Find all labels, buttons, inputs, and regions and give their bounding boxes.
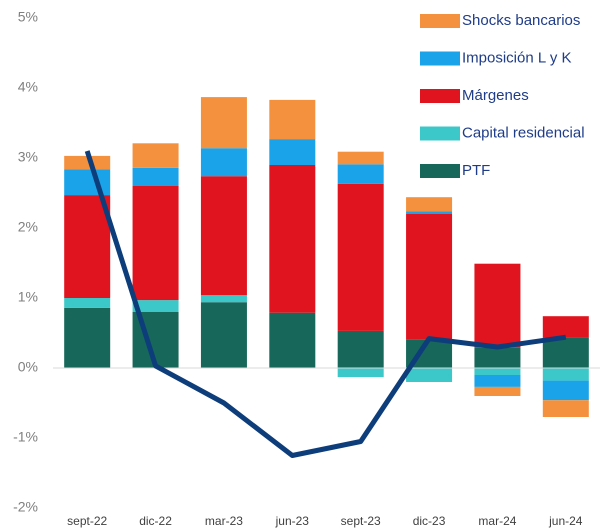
bar-segment (200, 97, 247, 149)
y-tick-label: 4% (18, 79, 38, 95)
bar-segment (269, 139, 316, 165)
bar-segment (406, 368, 453, 382)
bar-segment (200, 148, 247, 177)
bar-segment (542, 368, 589, 381)
legend-label: Shocks bancarios (462, 12, 580, 29)
legend-swatch (420, 164, 460, 178)
bar-segment (542, 400, 589, 417)
bar-segment (337, 151, 384, 165)
bar-segment (542, 337, 589, 368)
bar-segment (542, 316, 589, 338)
bar-segment (64, 298, 111, 308)
y-tick-label: -2% (13, 499, 38, 515)
bar-segment (474, 386, 521, 396)
bar-segment (406, 211, 453, 214)
x-tick-label: mar-23 (205, 514, 243, 528)
legend-label: Márgenes (462, 87, 529, 104)
bar-segment (337, 330, 384, 368)
legend-label: Capital residencial (462, 124, 585, 141)
bar-segment (337, 368, 384, 378)
bar-segment (542, 380, 589, 401)
bar-segment (269, 165, 316, 313)
bar-segment (474, 368, 521, 375)
x-tick-label: mar-24 (478, 514, 516, 528)
legend-swatch (420, 89, 460, 103)
x-tick-label: jun-24 (548, 514, 583, 528)
legend-swatch (420, 14, 460, 28)
bar-segment (64, 169, 111, 196)
y-tick-label: 0% (18, 359, 38, 375)
y-tick-label: 1% (18, 289, 38, 305)
y-tick-label: -1% (13, 429, 38, 445)
legend-label: PTF (462, 162, 490, 179)
y-tick-label: 3% (18, 149, 38, 165)
line (84, 150, 567, 458)
bar-segment (64, 195, 111, 298)
bar-segment (269, 99, 316, 140)
legend-swatch (420, 126, 460, 141)
legend-label: Imposición L y K (462, 49, 572, 66)
bar-segment (474, 347, 521, 368)
bar-segment (64, 155, 111, 170)
x-tick-label: sept-23 (341, 514, 381, 528)
bar-segment (64, 307, 111, 368)
bar-segment (200, 295, 247, 303)
bar-segment (337, 164, 384, 184)
bar-segment (132, 143, 179, 168)
y-tick-label: 5% (18, 9, 38, 25)
x-tick-label: sept-22 (67, 514, 107, 528)
bar-segment (132, 186, 179, 301)
bar-segment (474, 263, 521, 348)
bar-segment (269, 312, 316, 368)
x-tick-label: dic-22 (139, 514, 172, 528)
bar-segment (474, 375, 521, 387)
bar-segment (132, 300, 179, 312)
bar-segment (200, 302, 247, 368)
x-tick-label: jun-23 (275, 514, 310, 528)
bar-segment (337, 183, 384, 331)
bar-segment (200, 176, 247, 296)
legend-swatch (420, 51, 460, 66)
x-tick-label: dic-23 (413, 514, 446, 528)
bar-segment (406, 197, 453, 212)
bar-segment (406, 214, 453, 340)
y-tick-label: 2% (18, 219, 38, 235)
bar-segment (132, 167, 179, 186)
